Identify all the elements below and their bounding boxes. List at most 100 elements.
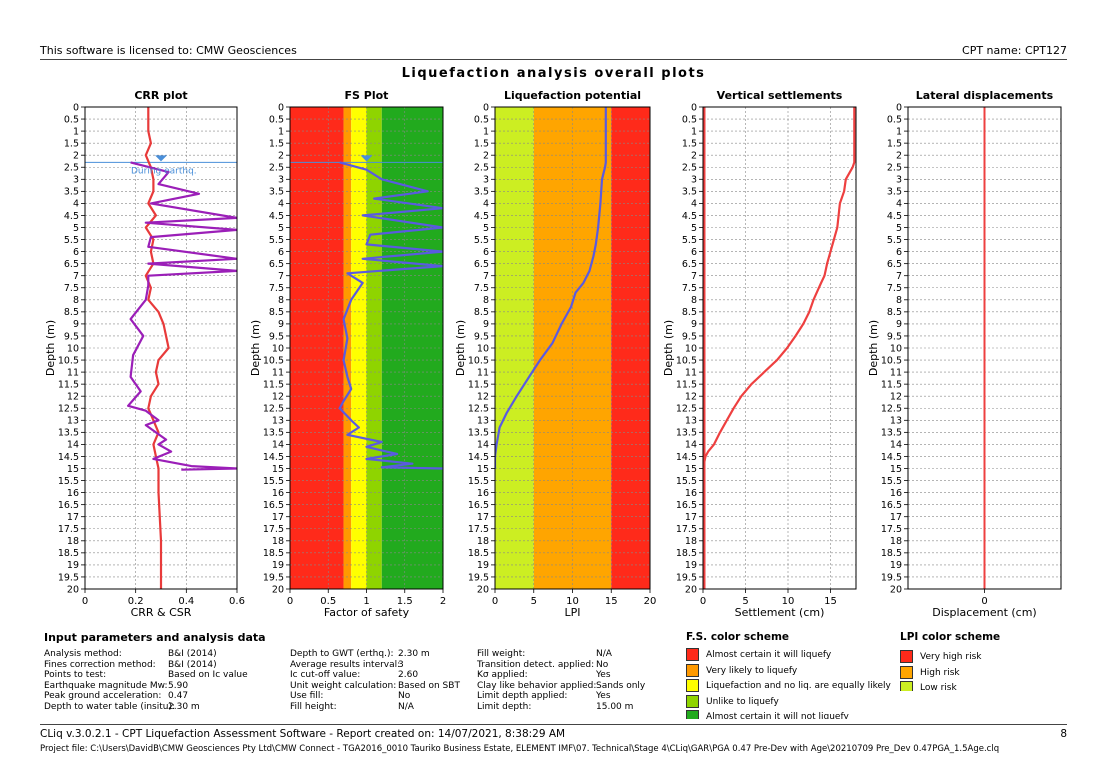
x-tick-label: 0: [82, 596, 88, 607]
y-tick-label: 0: [896, 102, 902, 113]
x-tick-label: 0.5: [320, 596, 336, 607]
y-tick-label: 17: [272, 512, 284, 523]
y-tick-label: 18.5: [676, 548, 697, 559]
y-tick-label: 19: [685, 560, 697, 571]
y-tick-label: 2: [483, 151, 489, 162]
fs-swatch: [686, 679, 699, 692]
y-tick-label: 19.5: [263, 572, 284, 583]
y-tick-label: 14: [890, 440, 902, 451]
y-tick-label: 3: [896, 175, 902, 186]
y-tick-label: 4.5: [682, 211, 697, 222]
y-tick-label: 18.5: [263, 548, 284, 559]
y-tick-label: 4: [896, 199, 902, 210]
y-tick-label: 12.5: [676, 404, 697, 415]
y-tick-label: 0.5: [269, 114, 284, 125]
param-value: B&I (2014): [168, 649, 217, 659]
y-tick-label: 18: [890, 536, 902, 547]
y-tick-label: 10: [272, 343, 284, 354]
chart-panel-1: 00.511.522.533.544.555.566.577.588.599.5…: [44, 89, 245, 619]
param-value: 2.60: [398, 670, 419, 680]
y-tick-label: 13: [477, 416, 489, 427]
y-tick-label: 7: [73, 271, 79, 282]
y-tick-label: 17: [890, 512, 902, 523]
y-tick-label: 15: [890, 464, 902, 475]
y-tick-label: 5: [896, 223, 902, 234]
y-tick-label: 2.5: [887, 163, 902, 174]
x-axis-label: Settlement (cm): [735, 606, 825, 619]
y-tick-label: 8: [896, 295, 902, 306]
x-tick-label: 0: [492, 596, 498, 607]
fs-swatch: [686, 648, 699, 661]
y-tick-label: 15: [477, 464, 489, 475]
y-tick-label: 3.5: [64, 187, 79, 198]
y-tick-label: 8.5: [887, 307, 902, 318]
y-tick-label: 19.5: [58, 572, 79, 583]
y-tick-label: 14.5: [58, 452, 79, 463]
y-tick-label: 14: [272, 440, 284, 451]
x-axis-label: CRR & CSR: [131, 606, 192, 619]
chart-annotation: During earthq.: [131, 166, 197, 176]
y-tick-label: 0: [691, 102, 697, 113]
y-tick-label: 7.5: [682, 283, 697, 294]
x-tick-label: 1: [363, 596, 369, 607]
y-tick-label: 9: [278, 319, 284, 330]
y-tick-label: 11.5: [58, 379, 79, 390]
y-tick-label: 0: [73, 102, 79, 113]
y-tick-label: 1: [896, 126, 902, 137]
y-tick-label: 19: [477, 560, 489, 571]
y-axis-label: Depth (m): [44, 320, 57, 376]
series-settlement: [703, 107, 856, 589]
param-value: No: [596, 659, 609, 670]
y-tick-label: 13: [890, 416, 902, 427]
fs-scheme-title: F.S. color scheme: [686, 631, 790, 643]
y-tick-label: 7: [483, 271, 489, 282]
plots-area: 00.511.522.533.544.555.566.577.588.599.5…: [44, 89, 1062, 619]
y-tick-label: 18.5: [468, 548, 489, 559]
y-tick-label: 5.5: [682, 235, 697, 246]
y-tick-label: 18: [477, 536, 489, 547]
y-tick-label: 15.5: [881, 476, 902, 487]
param-label: Depth to water table (insitu):: [44, 701, 176, 712]
y-tick-label: 17.5: [881, 524, 902, 535]
chart-panel-4: 00.511.522.533.544.555.566.577.588.599.5…: [662, 89, 857, 619]
y-tick-label: 11: [685, 367, 697, 378]
x-tick-label: 0.2: [128, 596, 144, 607]
y-tick-label: 3: [73, 175, 79, 186]
y-tick-label: 13.5: [881, 428, 902, 439]
y-tick-label: 18.5: [881, 548, 902, 559]
lpi-label: Low risk: [920, 683, 957, 691]
param-label: Average results interval:: [290, 659, 401, 670]
param-label: Kσ applied:: [477, 670, 528, 680]
license-text: This software is licensed to: CMW Geosci…: [40, 44, 297, 57]
y-tick-label: 0.5: [887, 114, 902, 125]
y-tick-label: 4.5: [474, 211, 489, 222]
x-tick-label: 0.6: [229, 596, 245, 607]
y-tick-label: 8.5: [474, 307, 489, 318]
param-value: 3: [398, 659, 404, 670]
fs-swatch: [686, 694, 699, 708]
header-divider: [40, 59, 1067, 60]
lpi-label: High risk: [920, 667, 960, 678]
param-label: Fill height:: [290, 701, 337, 712]
x-tick-label: 20: [644, 596, 657, 607]
y-tick-label: 4: [278, 199, 284, 210]
y-tick-label: 15: [67, 464, 79, 475]
y-tick-label: 18.5: [58, 548, 79, 559]
param-label: Peak ground acceleration:: [44, 691, 162, 701]
params-title: Input parameters and analysis data: [44, 631, 266, 644]
y-tick-label: 1.5: [64, 138, 79, 149]
y-tick-label: 16.5: [263, 500, 284, 511]
param-value: No: [398, 691, 411, 701]
y-tick-label: 11.5: [676, 379, 697, 390]
y-tick-label: 5: [483, 223, 489, 234]
y-tick-label: 9.5: [887, 331, 902, 342]
y-tick-label: 7: [691, 271, 697, 282]
y-tick-label: 1: [73, 126, 79, 137]
param-value: Based on Ic value: [168, 670, 248, 680]
y-tick-label: 6: [73, 247, 79, 258]
y-tick-label: 6: [896, 247, 902, 258]
y-tick-label: 8: [278, 295, 284, 306]
y-tick-label: 3: [278, 175, 284, 186]
y-tick-label: 16.5: [881, 500, 902, 511]
y-tick-label: 6: [278, 247, 284, 258]
